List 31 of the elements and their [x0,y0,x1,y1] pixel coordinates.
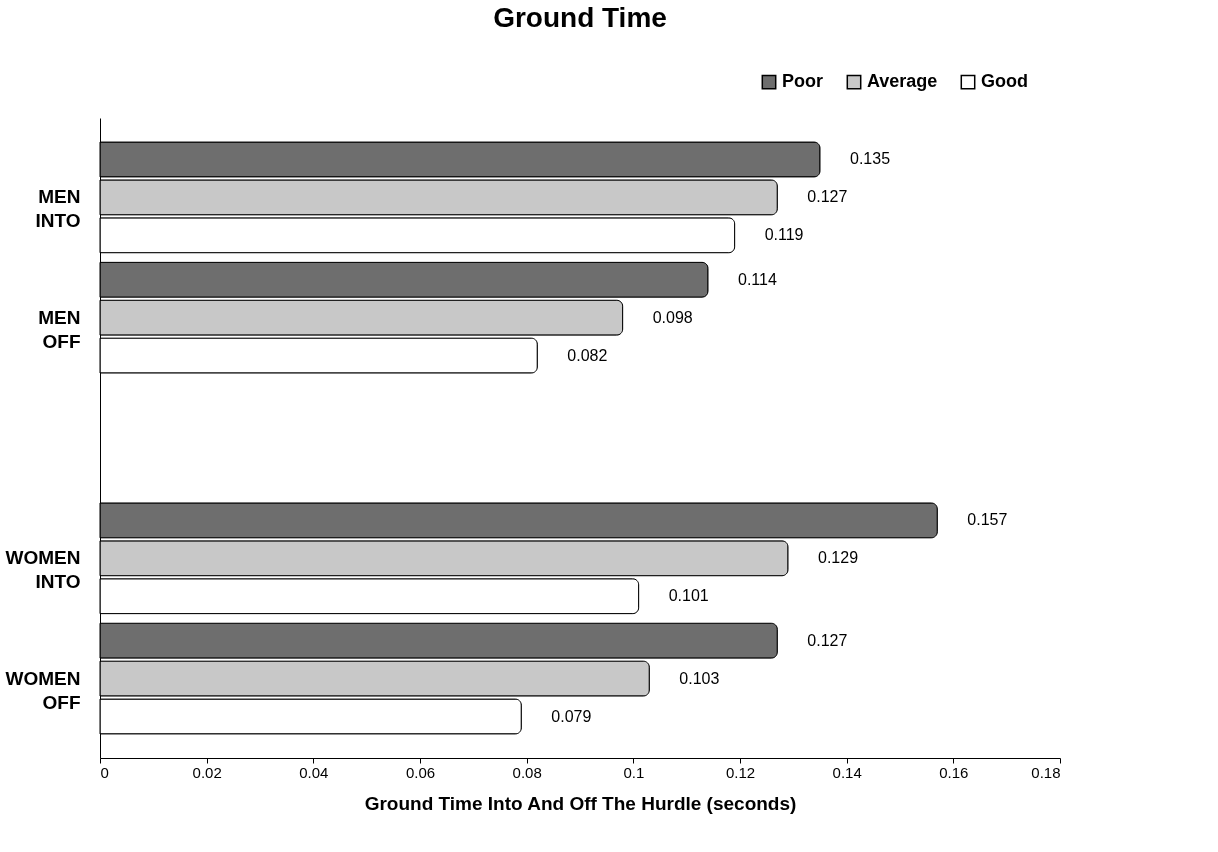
legend-label: Average [867,71,938,92]
data-label: 0.103 [679,669,720,687]
y-tick-label: MEN INTO [35,186,81,232]
data-label: 0.101 [668,587,709,605]
x-tick-label: 0.18 [1031,763,1061,781]
data-label: 0.114 [738,270,777,288]
data-label: 0.079 [551,707,592,725]
data-label: 0.135 [850,150,891,168]
y-tick-label: WOMEN INTO [5,547,81,593]
legend-label: Poor [782,71,824,92]
x-axis-title: Ground Time Into And Off The Hurdle (seconds) [364,792,797,814]
x-tick-label: 0.02 [192,763,222,781]
legend-label: Good [981,71,1028,92]
data-label: 0.157 [967,511,1008,529]
data-label: 0.082 [567,346,608,364]
data-label: 0.098 [652,308,693,326]
y-tick-label: WOMEN OFF [5,667,81,713]
data-label: 0.119 [764,226,804,244]
x-tick-label: 0.16 [939,763,969,781]
data-label: 0.127 [807,188,848,206]
data-label: 0.129 [818,549,859,567]
x-tick-label: 0.04 [299,763,329,781]
x-tick-label: 0.08 [512,763,542,781]
x-tick-label: 0.14 [832,763,862,781]
x-tick-label: 0.12 [725,763,756,781]
y-tick-label: MEN OFF [38,306,81,352]
chart-title: Ground Time [493,2,667,33]
x-tick-label: 0.1 [623,763,645,781]
x-tick-label: 0.06 [405,763,436,781]
x-tick-label: 0 [100,763,109,781]
data-label: 0.127 [807,631,848,649]
